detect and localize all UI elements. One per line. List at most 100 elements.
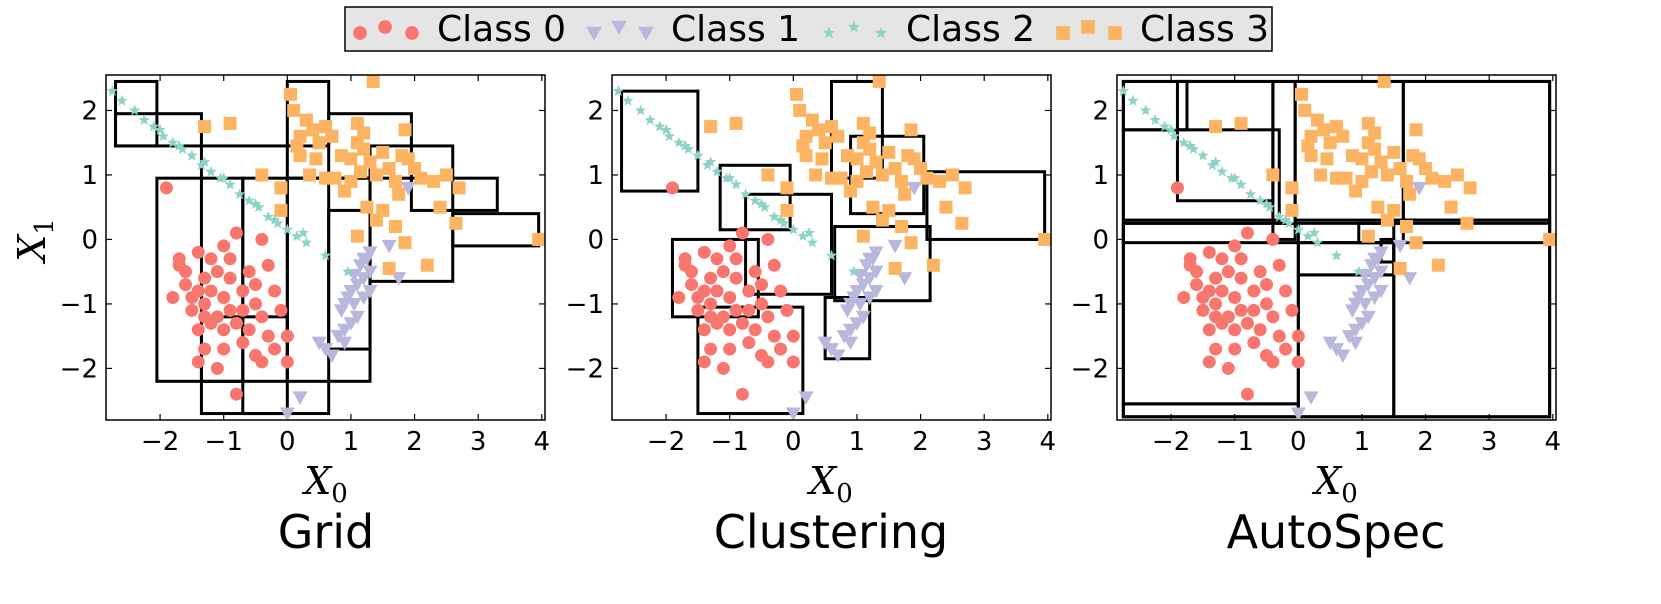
point-class0 xyxy=(1209,310,1223,324)
point-class2 xyxy=(138,114,150,125)
point-class2 xyxy=(176,143,189,154)
point-class1 xyxy=(868,246,884,260)
point-class3 xyxy=(818,136,832,150)
point-class2 xyxy=(1206,159,1219,171)
point-class2 xyxy=(622,94,634,106)
point-class2 xyxy=(848,265,860,277)
point-class3 xyxy=(388,174,402,188)
point-class3 xyxy=(369,213,383,227)
y-tick-label: 2 xyxy=(587,96,604,126)
point-class0 xyxy=(1228,290,1242,304)
point-class0 xyxy=(1228,239,1242,253)
point-class3 xyxy=(284,87,298,101)
point-class2 xyxy=(297,227,309,238)
point-class3 xyxy=(1339,171,1353,185)
point-class0 xyxy=(249,297,263,311)
point-class0 xyxy=(223,271,237,285)
point-class2 xyxy=(1311,236,1324,248)
point-class1 xyxy=(356,252,372,267)
point-class0 xyxy=(1272,329,1286,343)
point-class3 xyxy=(904,123,918,137)
point-class2 xyxy=(774,214,787,225)
point-class1 xyxy=(906,181,922,196)
point-class2 xyxy=(148,120,160,132)
legend-marker-class3 xyxy=(1056,26,1070,40)
point-class3 xyxy=(780,203,794,217)
point-class2 xyxy=(281,223,293,235)
point-class3 xyxy=(850,152,864,166)
point-class0 xyxy=(229,387,243,401)
partition-box xyxy=(620,89,700,193)
point-class3 xyxy=(382,162,396,176)
point-class3 xyxy=(433,200,447,214)
point-class2 xyxy=(233,188,246,200)
point-class0 xyxy=(1240,387,1254,401)
point-class3 xyxy=(1431,258,1445,272)
point-class3 xyxy=(815,152,829,166)
point-class1 xyxy=(843,336,859,351)
point-class0 xyxy=(697,323,711,337)
point-class3 xyxy=(1463,181,1477,195)
point-class3 xyxy=(863,142,877,156)
point-class2 xyxy=(825,249,838,261)
point-class0 xyxy=(255,232,269,246)
partition-box xyxy=(1175,79,1275,203)
point-class0 xyxy=(697,245,711,259)
panel-autospec: −2 −1 0 1 2 3 4 −2 −1 0 1 2 X0 AutoSpec xyxy=(1071,74,1561,559)
legend-marker-class1 xyxy=(638,26,654,41)
data-points xyxy=(1117,74,1557,422)
point-class1 xyxy=(391,272,407,286)
point-class0 xyxy=(1272,258,1286,272)
y-tick-label: −2 xyxy=(1071,354,1109,384)
point-class3 xyxy=(955,216,969,230)
point-class2 xyxy=(634,104,647,116)
point-class0 xyxy=(761,232,775,246)
point-class2 xyxy=(701,159,714,171)
point-class2 xyxy=(1254,194,1266,206)
point-class0 xyxy=(1209,297,1223,311)
legend-marker-class0 xyxy=(405,26,419,40)
point-class2 xyxy=(1187,143,1200,154)
x-tick-label: 2 xyxy=(912,427,929,457)
point-class3 xyxy=(888,162,902,176)
point-class2 xyxy=(198,156,211,167)
point-class2 xyxy=(1279,214,1292,225)
point-class0 xyxy=(204,252,218,266)
point-class3 xyxy=(255,168,269,182)
point-class0 xyxy=(1247,303,1261,317)
axes-frame xyxy=(1116,74,1557,421)
point-class3 xyxy=(831,129,845,143)
y-tick-label: −1 xyxy=(60,290,98,320)
partition-box xyxy=(409,176,499,212)
point-class1 xyxy=(798,391,814,405)
point-class3 xyxy=(306,123,320,137)
x-tick-label: 0 xyxy=(279,427,296,457)
point-class0 xyxy=(735,316,749,330)
partition-box xyxy=(718,163,792,232)
point-class0 xyxy=(1202,323,1216,337)
point-class3 xyxy=(357,126,371,140)
point-class3 xyxy=(793,103,807,117)
point-class0 xyxy=(691,290,705,304)
point-class3 xyxy=(223,116,237,130)
point-class3 xyxy=(1425,171,1439,185)
point-class3 xyxy=(360,200,374,214)
point-class0 xyxy=(280,355,294,369)
point-class1 xyxy=(830,349,846,364)
point-class3 xyxy=(532,232,546,246)
point-class3 xyxy=(1444,200,1458,214)
point-class3 xyxy=(875,213,889,227)
x-tick-label: 0 xyxy=(1290,427,1307,457)
point-class0 xyxy=(723,239,737,253)
point-class0 xyxy=(268,284,282,298)
panel-title: Grid xyxy=(278,505,375,559)
point-class2 xyxy=(612,85,625,96)
point-class0 xyxy=(236,336,250,350)
panel-clustering: −2 −1 0 1 2 3 4 −2 −1 0 1 2 X0 Clustering xyxy=(566,74,1056,559)
point-class1 xyxy=(785,407,801,422)
point-class0 xyxy=(159,181,173,195)
ticks: −2 −1 0 1 2 3 4 −2 −1 0 1 2 xyxy=(1071,75,1561,457)
point-class3 xyxy=(1317,123,1331,137)
point-class2 xyxy=(154,123,166,135)
point-class3 xyxy=(303,168,317,182)
